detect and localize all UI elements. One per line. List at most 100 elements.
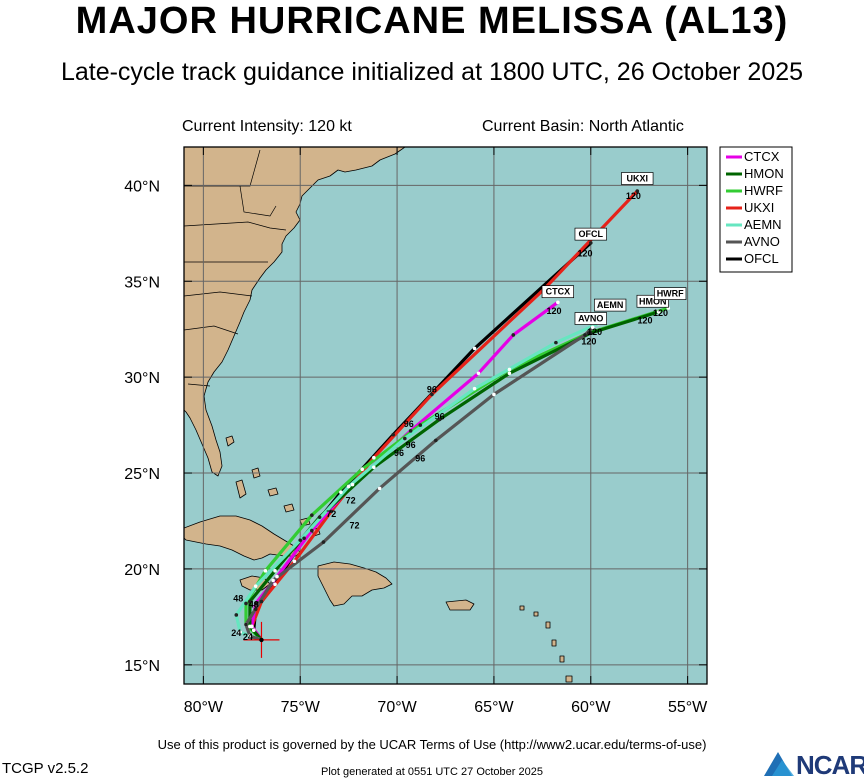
bahamas-land [225, 435, 235, 447]
track-markers [234, 189, 671, 638]
model-label: HMON [639, 296, 667, 306]
track-point [588, 241, 593, 245]
track-point [492, 392, 496, 397]
forecast-hour-label: 96 [394, 448, 404, 458]
track-point [321, 540, 326, 544]
lesser-antilles-land [519, 605, 525, 611]
track-point [251, 628, 256, 633]
current-basin: Current Basin: North Atlantic [482, 118, 684, 135]
storm-center [259, 637, 264, 643]
model-label: OFCL [579, 229, 604, 239]
track-point [253, 584, 258, 588]
forecast-hour-label: 120 [653, 308, 668, 318]
lesser-antilles-land [565, 675, 573, 683]
state-border [184, 325, 239, 335]
track-point [472, 386, 477, 391]
forecast-hour-label: 96 [435, 411, 445, 421]
forecast-hour-label: 120 [546, 306, 561, 316]
track-point [377, 486, 382, 491]
track-point [372, 455, 376, 460]
track-point [511, 333, 516, 337]
track-point [238, 630, 242, 635]
track-point [339, 490, 343, 495]
lesser-antilles-land [559, 655, 565, 663]
track-point [244, 622, 248, 627]
forecast-hour-label: 120 [577, 248, 592, 258]
track-point [554, 340, 558, 345]
state-border [184, 149, 261, 187]
state-border [239, 185, 277, 217]
forecast-hour-label: 96 [415, 454, 425, 464]
plot-frame [183, 146, 708, 685]
legend-label: AVNO [744, 234, 780, 249]
track-point [302, 536, 306, 541]
track-point [248, 599, 252, 604]
legend: CTCX HMON HWRF UKXI AEMN AVNO OFCL [719, 146, 793, 273]
terms-of-use: Use of this product is governed by the U… [157, 737, 707, 752]
puerto-rico-land [445, 599, 475, 611]
forecast-hour-label: 48 [249, 599, 259, 609]
map-title: MAJOR HURRICANE MELISSA (AL13) [75, 0, 789, 42]
bahamas-land [283, 503, 295, 513]
forecast-hour-label: 96 [427, 384, 437, 394]
x-tick-label: 75°W [281, 699, 321, 716]
model-label: CTCX [546, 287, 571, 297]
track-point [360, 467, 365, 472]
track-avno [244, 325, 595, 642]
hispaniola-land [317, 561, 393, 607]
track-point [253, 607, 258, 612]
north-america-land [184, 147, 406, 477]
track-point [350, 482, 355, 487]
model-label-box [541, 285, 574, 299]
current-intensity: Current Intensity: 120 kt [182, 118, 352, 135]
track-point [273, 582, 277, 587]
version-label: TCGP v2.5.2 [2, 760, 89, 777]
forecast-hour-label: 72 [346, 496, 356, 506]
track-point [234, 613, 239, 617]
track-point [292, 559, 297, 564]
track-point [418, 423, 423, 427]
track-point [434, 438, 438, 443]
map-subtitle: Late-cycle track guidance initialized at… [60, 58, 804, 86]
track-point [656, 310, 661, 314]
legend-label: UKXI [744, 200, 774, 215]
track-point [263, 569, 268, 573]
forecast-hour-label: 120 [626, 191, 641, 201]
ncar-logo: NCAR [762, 748, 864, 780]
forecast-hour-label: 72 [326, 509, 336, 519]
lesser-antilles-land [551, 639, 557, 647]
lesser-antilles-land [545, 621, 551, 629]
forecast-hour-label: 96 [406, 440, 416, 450]
track-point [583, 333, 587, 337]
bahamas-land [235, 479, 247, 499]
track-labels: UKXI120OFCL120CTCX120AEMNAVNO120120HMONH… [231, 172, 687, 642]
forecast-hour-label: 24 [243, 632, 253, 642]
model-label: AVNO [578, 314, 603, 324]
legend-label: HMON [744, 166, 784, 181]
x-tick-label: 55°W [668, 699, 708, 716]
track-point [590, 325, 595, 330]
track-point [329, 509, 334, 514]
y-tick-label: 15°N [124, 658, 160, 675]
x-tick-label: 65°W [474, 699, 514, 716]
track-point [317, 515, 322, 519]
track-point [507, 371, 512, 376]
legend-label: CTCX [744, 149, 780, 164]
x-tick-label: 70°W [377, 699, 417, 716]
track-point [437, 417, 442, 422]
bahamas-land [267, 487, 279, 497]
track-point [310, 528, 314, 533]
model-label-box [593, 298, 627, 312]
legend-label: OFCL [744, 251, 779, 266]
track-point [248, 634, 252, 638]
track-point [476, 371, 481, 376]
track-point [244, 601, 248, 606]
track-point [588, 331, 593, 335]
y-tick-label: 40°N [124, 178, 160, 195]
model-label: UKXI [627, 174, 649, 184]
forecast-hour-label: 120 [581, 337, 596, 347]
track-point [635, 189, 640, 193]
ncar-logo-text: NCAR [796, 750, 864, 780]
forecast-hour-label: 24 [231, 628, 241, 638]
y-tick-label: 30°N [124, 370, 160, 387]
